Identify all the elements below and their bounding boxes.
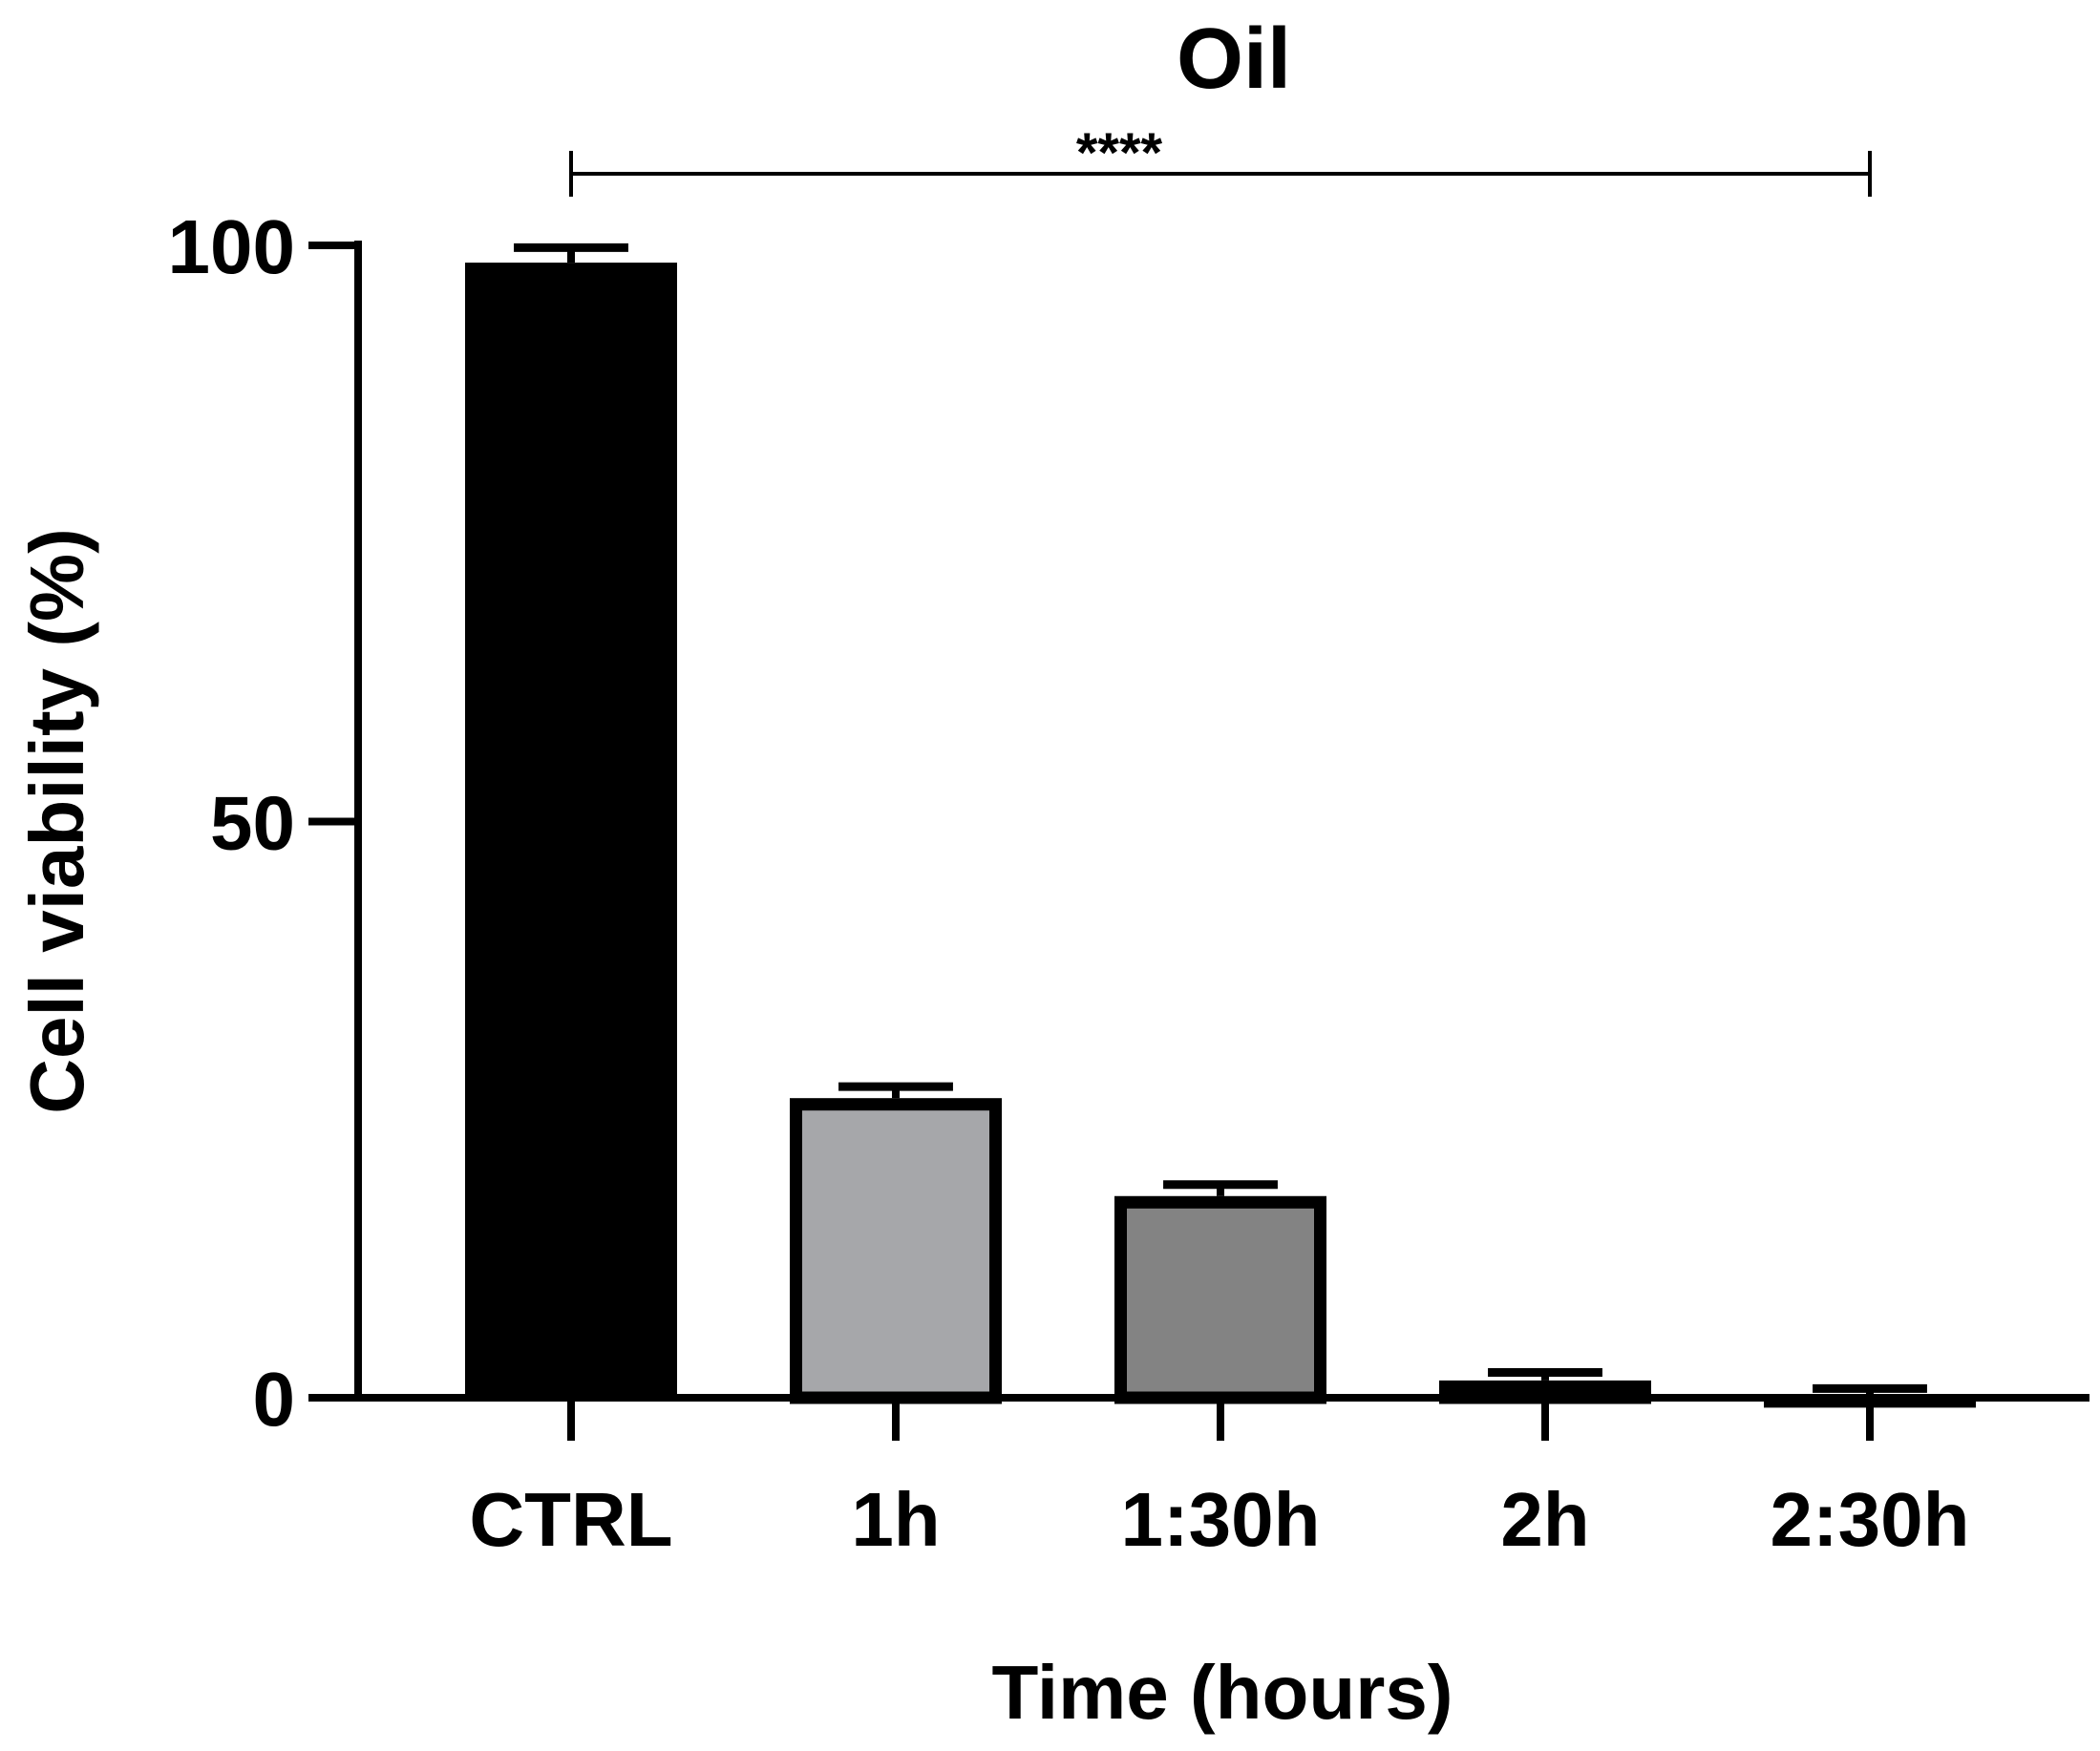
x-tick-label-0: CTRL: [469, 1477, 672, 1562]
x-tick-label-1: 1h: [851, 1477, 940, 1562]
bar-2: [1114, 1195, 1326, 1404]
y-axis-label: Cell viability (%): [14, 528, 99, 1113]
bar-0: [465, 263, 677, 1399]
significance-label: ****: [1076, 122, 1163, 184]
x-tick-label-3: 2h: [1500, 1477, 1589, 1562]
bar-1: [790, 1098, 1002, 1404]
x-tick-label-4: 2:30h: [1771, 1477, 1970, 1562]
plot-area: 0 50 100 CTRL 1h 1:30h 2h 2:30h ****: [168, 122, 2089, 1562]
chart-title: Oil: [1177, 11, 1291, 107]
y-tick-label-0: 0: [253, 1357, 296, 1442]
y-tick-label-1: 50: [210, 781, 295, 866]
y-tick-label-2: 100: [168, 204, 295, 289]
x-tick-label-2: 1:30h: [1121, 1477, 1321, 1562]
x-axis-label: Time (hours): [991, 1650, 1453, 1735]
